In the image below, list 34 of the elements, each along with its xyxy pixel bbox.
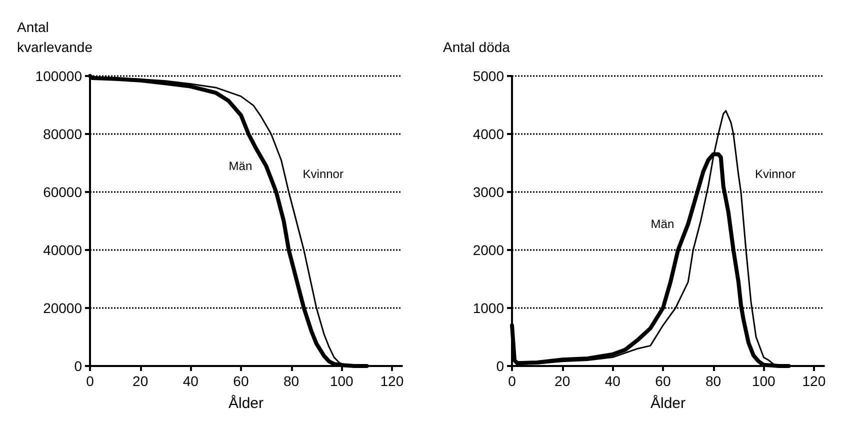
x-tick-label: 40: [182, 373, 199, 389]
x-tick-label: 100: [330, 373, 354, 389]
y-tick-label: 2000: [472, 242, 504, 258]
x-axis-title: Ålder: [228, 394, 264, 412]
y-tick-label: 0: [496, 358, 504, 374]
series-label: Kvinnor: [302, 167, 344, 181]
series-label: Män: [228, 158, 252, 173]
y-tick-label: 100000: [35, 68, 82, 84]
x-tick-label: 20: [132, 373, 148, 389]
x-tick-label: 80: [284, 373, 300, 389]
y-axis-title: Antal döda: [443, 39, 510, 55]
x-tick-label: 60: [233, 373, 249, 389]
x-tick-label: 100: [752, 373, 776, 389]
y-tick-label: 5000: [472, 68, 504, 84]
x-tick-label: 60: [655, 373, 671, 389]
y-tick-label: 40000: [43, 242, 82, 258]
y-tick-label: 1000: [472, 300, 504, 316]
y-tick-label: 60000: [43, 184, 82, 200]
y-tick-label: 3000: [472, 184, 504, 200]
y-tick-label: 20000: [43, 300, 82, 316]
x-tick-label: 120: [802, 373, 826, 389]
series-label: Män: [650, 216, 674, 231]
y-tick-label: 0: [74, 358, 82, 374]
series-label: Kvinnor: [754, 167, 796, 181]
x-tick-label: 120: [380, 373, 404, 389]
y-tick-label: 80000: [43, 126, 82, 142]
x-tick-label: 0: [508, 373, 516, 389]
x-tick-label: 0: [86, 373, 94, 389]
y-axis-title: Antal kvarlevande: [17, 19, 93, 55]
x-axis-title: Ålder: [650, 394, 686, 412]
y-tick-label: 4000: [472, 126, 504, 142]
x-tick-label: 20: [554, 373, 570, 389]
x-tick-label: 40: [604, 373, 621, 389]
x-tick-label: 80: [706, 373, 722, 389]
